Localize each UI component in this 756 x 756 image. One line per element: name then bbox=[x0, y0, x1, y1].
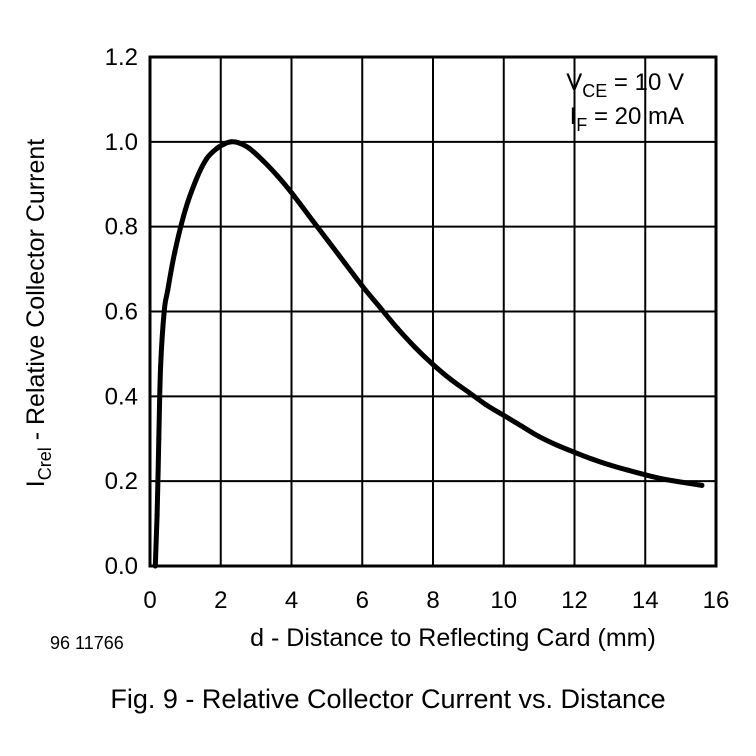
data-point bbox=[518, 423, 524, 429]
data-point bbox=[306, 213, 312, 219]
data-point bbox=[324, 236, 330, 242]
data-point bbox=[260, 158, 266, 164]
data-point bbox=[572, 449, 577, 455]
data-line-relative-collector-current bbox=[152, 139, 705, 569]
data-point bbox=[554, 442, 560, 448]
annotation-vce: VCE = 10 V bbox=[566, 69, 684, 101]
data-point bbox=[182, 207, 188, 213]
data-point bbox=[678, 479, 684, 485]
data-point bbox=[465, 389, 471, 395]
data-point bbox=[501, 412, 507, 418]
y-tick-label: 0.0 bbox=[105, 553, 138, 580]
data-point bbox=[430, 362, 436, 367]
data-point bbox=[289, 190, 294, 196]
y-tick-label: 0.8 bbox=[105, 214, 138, 241]
data-points bbox=[152, 139, 705, 569]
data-point bbox=[246, 145, 252, 151]
data-point bbox=[536, 434, 542, 440]
x-tick-label: 16 bbox=[703, 587, 730, 614]
x-tick-label: 6 bbox=[356, 587, 369, 614]
data-point bbox=[483, 402, 489, 408]
annotation-if: IF = 20 mA bbox=[570, 103, 684, 135]
data-point bbox=[221, 141, 227, 147]
x-tick-label: 14 bbox=[632, 587, 659, 614]
data-point bbox=[165, 287, 171, 293]
x-tick-label: 8 bbox=[426, 587, 439, 614]
y-tick-label: 1.0 bbox=[105, 129, 138, 156]
figure-caption: Fig. 9 - Relative Collector Current vs. … bbox=[110, 684, 665, 714]
y-axis-title: ICrel - Relative Collector Current bbox=[22, 139, 55, 487]
y-tick-label: 0.6 bbox=[105, 299, 138, 326]
x-axis-title: d - Distance to Reflecting Card (mm) bbox=[250, 624, 656, 652]
data-point bbox=[228, 139, 234, 145]
data-point bbox=[377, 304, 383, 310]
x-tick-label: 2 bbox=[214, 587, 227, 614]
data-point bbox=[158, 364, 164, 370]
data-point bbox=[589, 456, 595, 462]
data-point bbox=[274, 173, 280, 179]
x-tick-label: 4 bbox=[285, 587, 298, 614]
data-point bbox=[359, 283, 365, 289]
grid bbox=[150, 57, 716, 566]
plot-frame bbox=[148, 55, 718, 568]
data-point bbox=[412, 345, 418, 351]
x-tick-label: 0 bbox=[143, 587, 156, 614]
x-axis-ticks: 0 2 4 6 8 10 12 14 16 bbox=[143, 587, 729, 614]
data-point bbox=[204, 156, 210, 162]
data-point bbox=[193, 177, 199, 183]
y-tick-label: 0.4 bbox=[105, 383, 138, 410]
data-point bbox=[607, 462, 613, 468]
y-axis-ticks: 0.0 0.2 0.4 0.6 0.8 1.0 1.2 bbox=[105, 44, 138, 580]
data-point bbox=[342, 260, 348, 266]
data-point bbox=[172, 249, 178, 255]
data-point bbox=[235, 140, 241, 146]
data-point bbox=[660, 476, 666, 482]
y-tick-label: 0.2 bbox=[105, 468, 138, 495]
x-tick-label: 10 bbox=[490, 587, 517, 614]
figure-id: 96 11766 bbox=[50, 633, 124, 653]
data-point bbox=[448, 376, 454, 382]
data-point bbox=[395, 326, 401, 331]
data-point bbox=[625, 467, 631, 473]
data-point bbox=[152, 563, 158, 569]
data-point bbox=[156, 436, 162, 442]
data-point bbox=[154, 512, 160, 518]
data-point bbox=[214, 145, 220, 151]
y-tick-label: 1.2 bbox=[105, 44, 138, 71]
data-point bbox=[161, 309, 167, 314]
data-point bbox=[642, 472, 648, 478]
x-tick-label: 12 bbox=[561, 587, 588, 614]
data-point bbox=[699, 482, 705, 488]
